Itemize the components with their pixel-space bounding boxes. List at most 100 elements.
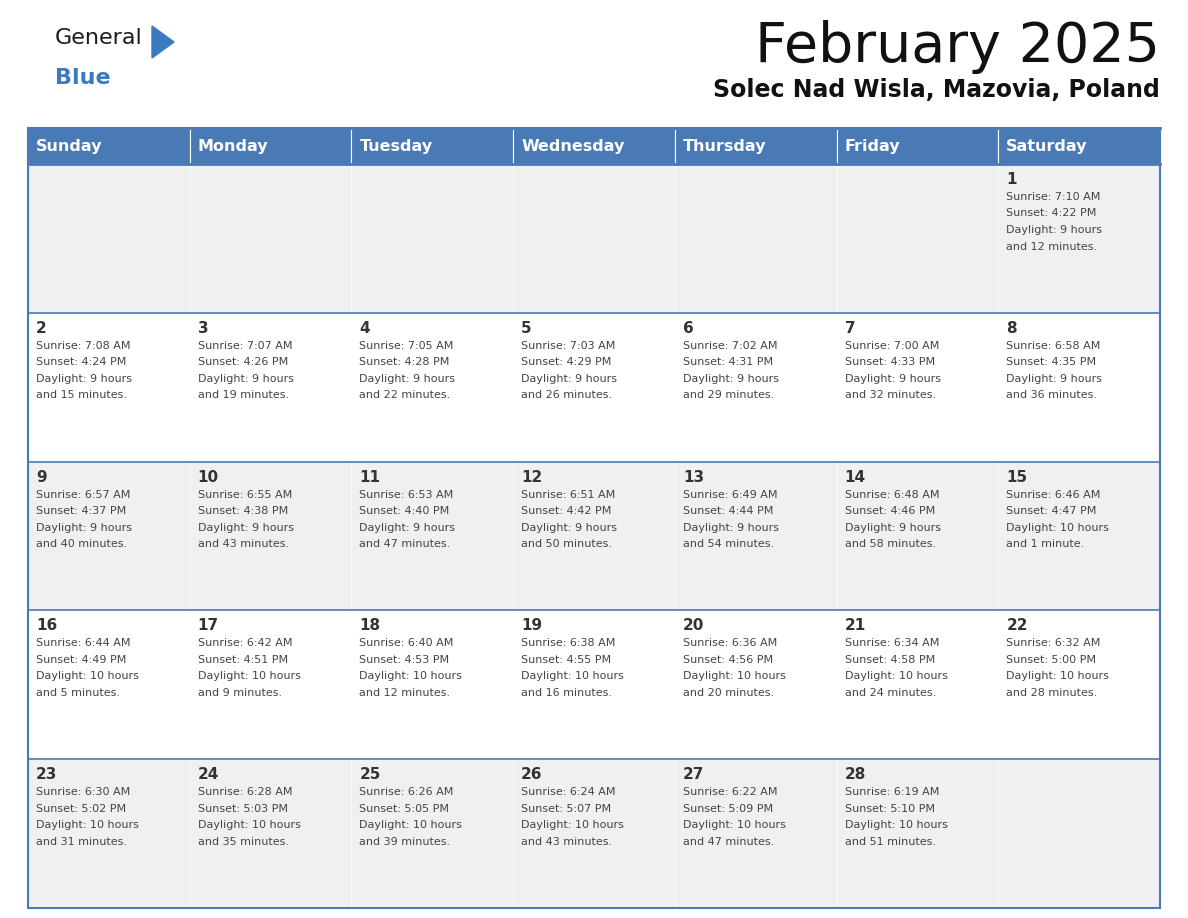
Text: 26: 26 [522, 767, 543, 782]
Text: Sunset: 4:42 PM: Sunset: 4:42 PM [522, 506, 612, 516]
Text: 27: 27 [683, 767, 704, 782]
Text: 10: 10 [197, 470, 219, 485]
Text: 15: 15 [1006, 470, 1028, 485]
Text: Sunset: 5:10 PM: Sunset: 5:10 PM [845, 803, 935, 813]
Text: Sunset: 4:28 PM: Sunset: 4:28 PM [360, 357, 450, 367]
Text: and 24 minutes.: and 24 minutes. [845, 688, 936, 698]
Text: Daylight: 9 hours: Daylight: 9 hours [683, 522, 779, 532]
Bar [998, 313, 1159, 462]
Text: Sunset: 4:46 PM: Sunset: 4:46 PM [845, 506, 935, 516]
Bar [675, 313, 836, 462]
Text: Sunrise: 7:05 AM: Sunrise: 7:05 AM [360, 341, 454, 351]
Text: Monday: Monday [197, 139, 268, 153]
Text: 5: 5 [522, 320, 532, 336]
Bar [836, 759, 998, 908]
Bar [675, 759, 836, 908]
Text: and 22 minutes.: and 22 minutes. [360, 390, 450, 400]
Bar [998, 462, 1159, 610]
Text: Sunset: 4:53 PM: Sunset: 4:53 PM [360, 655, 449, 665]
Text: Sunrise: 6:53 AM: Sunrise: 6:53 AM [360, 489, 454, 499]
Text: 28: 28 [845, 767, 866, 782]
Bar [352, 462, 513, 610]
Bar [998, 128, 1159, 164]
Text: Saturday: Saturday [1006, 139, 1088, 153]
Text: and 36 minutes.: and 36 minutes. [1006, 390, 1098, 400]
Text: 2: 2 [36, 320, 46, 336]
Bar [675, 128, 836, 164]
Text: Daylight: 10 hours: Daylight: 10 hours [683, 820, 785, 830]
Bar [998, 610, 1159, 759]
Text: Sunset: 4:58 PM: Sunset: 4:58 PM [845, 655, 935, 665]
Text: Sunrise: 6:58 AM: Sunrise: 6:58 AM [1006, 341, 1100, 351]
Bar [352, 610, 513, 759]
Text: Daylight: 10 hours: Daylight: 10 hours [845, 820, 948, 830]
Bar [190, 128, 352, 164]
Text: 4: 4 [360, 320, 369, 336]
Bar [352, 759, 513, 908]
Text: and 47 minutes.: and 47 minutes. [360, 539, 450, 549]
Text: Sunset: 4:33 PM: Sunset: 4:33 PM [845, 357, 935, 367]
Bar [513, 128, 675, 164]
Bar [190, 164, 352, 313]
Text: Daylight: 9 hours: Daylight: 9 hours [36, 522, 132, 532]
Text: Sunset: 4:29 PM: Sunset: 4:29 PM [522, 357, 612, 367]
Text: Sunset: 5:07 PM: Sunset: 5:07 PM [522, 803, 612, 813]
Text: Daylight: 10 hours: Daylight: 10 hours [36, 820, 139, 830]
Text: Sunset: 4:49 PM: Sunset: 4:49 PM [36, 655, 126, 665]
Text: Daylight: 10 hours: Daylight: 10 hours [1006, 671, 1110, 681]
Bar [836, 462, 998, 610]
Text: Daylight: 10 hours: Daylight: 10 hours [36, 671, 139, 681]
Bar [190, 313, 352, 462]
Bar [513, 759, 675, 908]
Text: Sunset: 5:00 PM: Sunset: 5:00 PM [1006, 655, 1097, 665]
Bar [29, 759, 190, 908]
Text: Sunset: 4:44 PM: Sunset: 4:44 PM [683, 506, 773, 516]
Text: 19: 19 [522, 619, 542, 633]
Text: and 40 minutes.: and 40 minutes. [36, 539, 127, 549]
Bar [513, 610, 675, 759]
Text: Sunset: 5:05 PM: Sunset: 5:05 PM [360, 803, 449, 813]
Text: 21: 21 [845, 619, 866, 633]
Text: Sunset: 4:55 PM: Sunset: 4:55 PM [522, 655, 612, 665]
Text: Daylight: 10 hours: Daylight: 10 hours [845, 671, 948, 681]
Text: 3: 3 [197, 320, 208, 336]
Text: Sunday: Sunday [36, 139, 102, 153]
Text: Daylight: 9 hours: Daylight: 9 hours [522, 522, 617, 532]
Bar [513, 462, 675, 610]
Text: and 39 minutes.: and 39 minutes. [360, 836, 450, 846]
Text: 14: 14 [845, 470, 866, 485]
Text: 23: 23 [36, 767, 57, 782]
Bar [998, 759, 1159, 908]
Text: Daylight: 9 hours: Daylight: 9 hours [1006, 225, 1102, 235]
Bar [836, 313, 998, 462]
Text: Sunrise: 7:07 AM: Sunrise: 7:07 AM [197, 341, 292, 351]
Text: 8: 8 [1006, 320, 1017, 336]
Text: Sunset: 5:03 PM: Sunset: 5:03 PM [197, 803, 287, 813]
Text: Sunrise: 6:48 AM: Sunrise: 6:48 AM [845, 489, 939, 499]
Text: Sunrise: 6:32 AM: Sunrise: 6:32 AM [1006, 638, 1100, 648]
Text: and 54 minutes.: and 54 minutes. [683, 539, 775, 549]
Text: Sunset: 4:47 PM: Sunset: 4:47 PM [1006, 506, 1097, 516]
Text: Sunset: 4:24 PM: Sunset: 4:24 PM [36, 357, 126, 367]
Text: Daylight: 9 hours: Daylight: 9 hours [683, 374, 779, 384]
Text: Daylight: 10 hours: Daylight: 10 hours [360, 820, 462, 830]
Text: 25: 25 [360, 767, 381, 782]
Text: Solec Nad Wisla, Mazovia, Poland: Solec Nad Wisla, Mazovia, Poland [713, 78, 1159, 102]
Text: and 29 minutes.: and 29 minutes. [683, 390, 775, 400]
Text: General: General [55, 28, 143, 48]
Bar [29, 462, 190, 610]
Text: 17: 17 [197, 619, 219, 633]
Text: Friday: Friday [845, 139, 901, 153]
Text: Daylight: 9 hours: Daylight: 9 hours [360, 522, 455, 532]
Text: February 2025: February 2025 [756, 20, 1159, 74]
Text: Sunrise: 7:03 AM: Sunrise: 7:03 AM [522, 341, 615, 351]
Text: Sunrise: 7:08 AM: Sunrise: 7:08 AM [36, 341, 131, 351]
Text: Sunset: 5:02 PM: Sunset: 5:02 PM [36, 803, 126, 813]
Text: 12: 12 [522, 470, 543, 485]
Text: Sunrise: 6:57 AM: Sunrise: 6:57 AM [36, 489, 131, 499]
Text: 1: 1 [1006, 172, 1017, 187]
Text: Sunrise: 6:49 AM: Sunrise: 6:49 AM [683, 489, 777, 499]
Text: and 19 minutes.: and 19 minutes. [197, 390, 289, 400]
Text: and 12 minutes.: and 12 minutes. [1006, 241, 1098, 252]
Text: and 32 minutes.: and 32 minutes. [845, 390, 936, 400]
